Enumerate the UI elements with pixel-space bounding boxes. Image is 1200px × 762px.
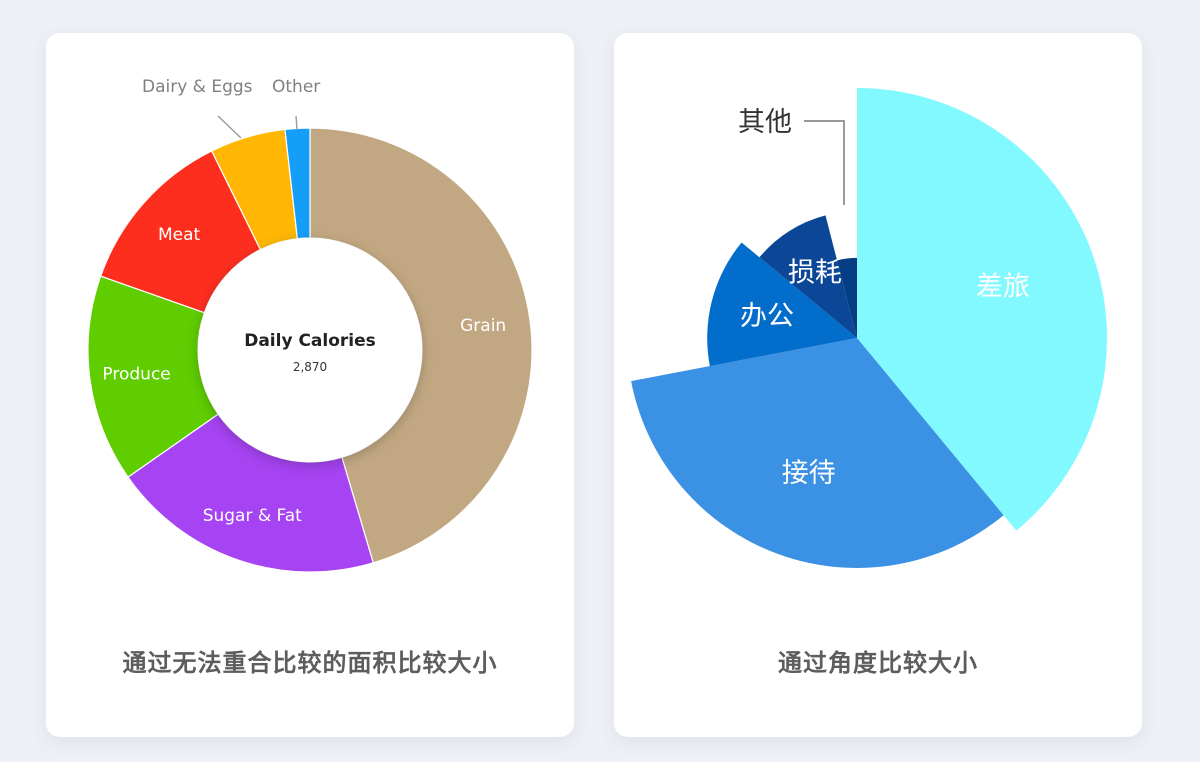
slice-label-sugar-fat: Sugar & Fat: [203, 506, 302, 526]
callout-line-dairy-eggs: [217, 115, 242, 139]
donut-center-title: Daily Calories: [244, 331, 376, 351]
rose-chart-caption: 通过角度比较大小: [778, 649, 978, 677]
donut-center: [198, 238, 422, 462]
slice-label-segment-1: 差旅: [976, 271, 1030, 302]
slice-label-grain: Grain: [460, 316, 506, 336]
donut-center-value: 2,870: [293, 360, 327, 374]
callout-label-segment-5: 其他: [738, 107, 792, 138]
callout-line-other: [295, 115, 298, 131]
callout-label-other: Other: [272, 77, 320, 97]
rose-slice-segment-1: [857, 88, 1107, 531]
slice-label-segment-2: 接待: [782, 458, 836, 489]
rose-slice-segment-3: [707, 242, 857, 367]
callout-line-segment-5: [804, 120, 845, 205]
donut-chart-card: Grain Sugar & Fat Produce Meat Dairy & Eggs O…: [46, 33, 574, 737]
rose-chart-card: 差旅接待 办公 损耗 其他 通过角度比较大小: [614, 33, 1142, 737]
callout-label-dairy-eggs: Dairy & Eggs: [142, 77, 253, 97]
donut-chart: Grain Sugar & Fat Produce Meat Dairy & Eggs O…: [87, 77, 533, 573]
rose-slice-segment-2: [631, 338, 1004, 568]
slice-label-meat: Meat: [158, 225, 201, 245]
rose-slice-segment-5: [837, 257, 857, 338]
rose-slice-segment-4: [759, 215, 857, 338]
donut-chart-caption: 通过无法重合比较的面积比较大小: [122, 649, 498, 677]
slice-label-segment-4: 损耗: [788, 258, 842, 289]
slice-label-produce: Produce: [102, 365, 170, 385]
slice-label-segment-3: 办公: [740, 301, 794, 332]
